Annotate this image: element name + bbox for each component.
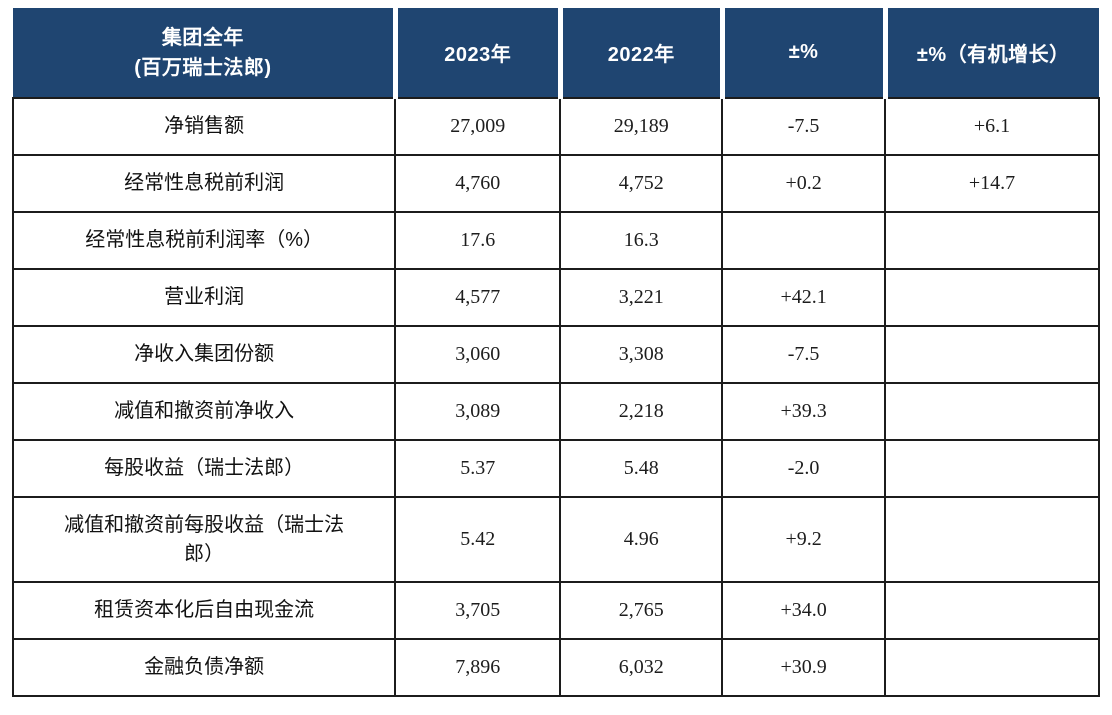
table-row-operating-profit: 营业利润 4,577 3,221 +42.1 [11, 268, 1100, 327]
value-2023: 4,577 [394, 268, 562, 327]
value-2023: 5.42 [394, 496, 562, 583]
value-change-pct [721, 211, 887, 270]
value-change-pct: +0.2 [721, 154, 887, 213]
value-organic-pct [884, 325, 1100, 384]
value-change-pct: -2.0 [721, 439, 887, 498]
value-2022: 2,765 [559, 581, 724, 640]
table-row-recurring-ebit: 经常性息税前利润 4,760 4,752 +0.2 +14.7 [11, 154, 1100, 213]
header-2023: 2023年 [392, 8, 561, 98]
header-organic-growth: ±%（有机增长） [882, 8, 1099, 98]
value-2022: 29,189 [559, 97, 724, 156]
table-row-net-income-group-share: 净收入集团份额 3,060 3,308 -7.5 [11, 325, 1100, 384]
row-label: 每股收益（瑞士法郎） [11, 439, 397, 498]
value-organic-pct [884, 496, 1100, 583]
value-2022: 3,308 [559, 325, 724, 384]
header-2022: 2022年 [557, 8, 723, 98]
value-2023: 17.6 [394, 211, 562, 270]
value-change-pct: +42.1 [721, 268, 887, 327]
row-label: 经常性息税前利润率（%） [11, 211, 397, 270]
table-row-recurring-ebit-margin: 经常性息税前利润率（%） 17.6 16.3 [11, 211, 1100, 270]
row-label: 减值和撤资前每股收益（瑞士法 郎） [11, 496, 397, 583]
value-change-pct: +34.0 [721, 581, 887, 640]
table-row-net-financial-debt: 金融负债净额 7,896 6,032 +30.9 [11, 638, 1100, 697]
value-organic-pct [884, 211, 1100, 270]
value-2023: 3,705 [394, 581, 562, 640]
header-title-line2: (百万瑞士法郎) [134, 56, 272, 79]
value-organic-pct [884, 268, 1100, 327]
value-2022: 2,218 [559, 382, 724, 441]
value-2022: 3,221 [559, 268, 724, 327]
row-label: 净销售额 [11, 97, 397, 156]
header-metric-column: 集团全年 (百万瑞士法郎) [13, 8, 396, 98]
row-label: 营业利润 [11, 268, 397, 327]
value-organic-pct [884, 439, 1100, 498]
value-2022: 5.48 [559, 439, 724, 498]
header-change-pct: ±% [719, 8, 886, 98]
financial-summary-table: 集团全年 (百万瑞士法郎) 2023年 2022年 ±% ±%（有机增长） 净销… [11, 8, 1100, 697]
value-2023: 27,009 [394, 97, 562, 156]
table-row-net-income-before-impairment: 减值和撤资前净收入 3,089 2,218 +39.3 [11, 382, 1100, 441]
value-2023: 3,089 [394, 382, 562, 441]
table-row-eps-before-impairment: 减值和撤资前每股收益（瑞士法 郎） 5.42 4.96 +9.2 [11, 496, 1100, 583]
value-2022: 16.3 [559, 211, 724, 270]
row-label: 租赁资本化后自由现金流 [11, 581, 397, 640]
value-2023: 4,760 [394, 154, 562, 213]
header-title-line1: 集团全年 [161, 26, 244, 49]
value-change-pct: +30.9 [721, 638, 887, 697]
value-organic-pct [884, 638, 1100, 697]
value-2022: 4,752 [559, 154, 724, 213]
row-label: 净收入集团份额 [11, 325, 397, 384]
row-label: 减值和撤资前净收入 [11, 382, 397, 441]
value-change-pct: -7.5 [721, 325, 887, 384]
row-label: 经常性息税前利润 [11, 154, 397, 213]
table-row-eps: 每股收益（瑞士法郎） 5.37 5.48 -2.0 [11, 439, 1100, 498]
value-organic-pct [884, 382, 1100, 441]
table-row-net-sales: 净销售额 27,009 29,189 -7.5 +6.1 [11, 97, 1100, 156]
value-2022: 4.96 [559, 496, 724, 583]
value-2022: 6,032 [559, 638, 724, 697]
value-organic-pct: +14.7 [884, 154, 1100, 213]
value-change-pct: +39.3 [721, 382, 887, 441]
value-organic-pct: +6.1 [884, 97, 1100, 156]
table-row-free-cash-flow: 租赁资本化后自由现金流 3,705 2,765 +34.0 [11, 581, 1100, 640]
value-2023: 5.37 [394, 439, 562, 498]
header-row: 集团全年 (百万瑞士法郎) 2023年 2022年 ±% ±%（有机增长） [13, 8, 1099, 98]
value-change-pct: -7.5 [721, 97, 887, 156]
value-organic-pct [884, 581, 1100, 640]
row-label: 金融负债净额 [11, 638, 397, 697]
value-2023: 7,896 [394, 638, 562, 697]
value-2023: 3,060 [394, 325, 562, 384]
value-change-pct: +9.2 [721, 496, 887, 583]
